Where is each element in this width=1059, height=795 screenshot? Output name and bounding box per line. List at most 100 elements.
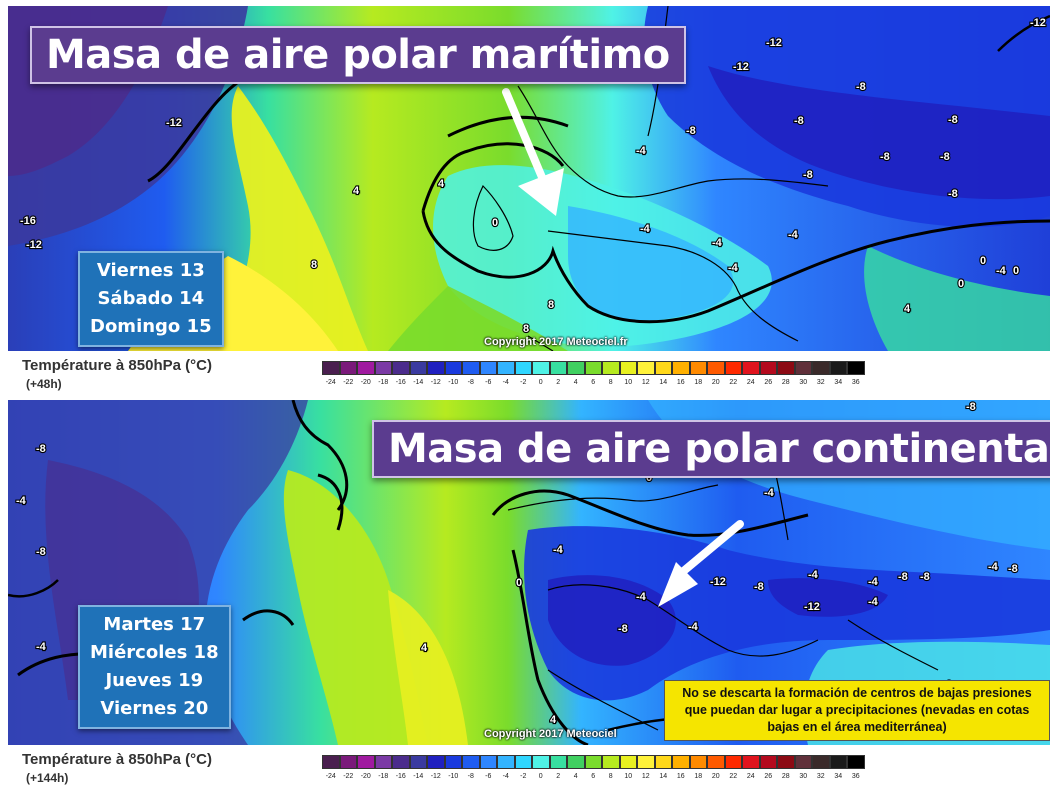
svg-text:-4: -4 <box>712 237 723 249</box>
svg-text:-4: -4 <box>996 265 1007 277</box>
color-swatch <box>794 755 812 769</box>
scale-label: 32 <box>816 773 825 780</box>
scale-label: 6 <box>591 379 596 386</box>
scale-label: -22 <box>343 379 354 386</box>
svg-text:-4: -4 <box>36 641 47 653</box>
svg-text:0: 0 <box>492 217 498 229</box>
color-scale <box>322 361 865 375</box>
color-swatch <box>322 361 340 375</box>
svg-text:-4: -4 <box>764 487 775 499</box>
date-line: Viernes 13 <box>96 260 205 281</box>
color-swatch <box>409 361 427 375</box>
color-swatch <box>637 755 655 769</box>
color-swatch <box>847 755 865 769</box>
color-swatch <box>584 755 602 769</box>
svg-text:4: 4 <box>904 303 911 315</box>
svg-text:-8: -8 <box>880 151 890 163</box>
scale-label: -12 <box>430 379 441 386</box>
color-scale-labels: -24 -22 -20 -18 -16 -14 -12 -10 -8 -6 -4 -2 0 2 4 6 8 10 1… <box>322 379 865 386</box>
color-swatch <box>707 361 725 375</box>
svg-text:-8: -8 <box>36 443 46 455</box>
scale-label: 22 <box>729 773 738 780</box>
color-swatch <box>374 361 392 375</box>
svg-text:-8: -8 <box>803 169 813 181</box>
scale-label: 10 <box>624 773 633 780</box>
color-swatch <box>654 361 672 375</box>
color-swatch <box>392 361 410 375</box>
color-swatch <box>619 361 637 375</box>
legend-forecast-hour: (+48h) <box>26 377 62 391</box>
color-swatch <box>374 755 392 769</box>
scale-label: -18 <box>378 773 389 780</box>
scale-label: -14 <box>413 773 424 780</box>
scale-label: -16 <box>395 773 406 780</box>
svg-text:-8: -8 <box>940 151 950 163</box>
svg-text:-16: -16 <box>20 215 36 227</box>
color-swatch <box>339 755 357 769</box>
color-swatch <box>532 361 550 375</box>
scale-label: 0 <box>538 379 543 386</box>
color-swatch <box>742 755 760 769</box>
color-scale-labels: -24 -22 -20 -18 -16 -14 -12 -10 -8 -6 -4 -2 0 2 4 6 8 10 1… <box>322 773 865 780</box>
scale-label: 20 <box>711 773 720 780</box>
color-swatch <box>724 361 742 375</box>
scale-label: 28 <box>781 379 790 386</box>
color-swatch <box>829 361 847 375</box>
date-line: Jueves 19 <box>105 670 204 691</box>
svg-text:-4: -4 <box>636 145 647 157</box>
svg-text:-8: -8 <box>948 188 958 200</box>
scale-label: -14 <box>413 379 424 386</box>
svg-text:4: 4 <box>438 178 445 190</box>
scale-label: 30 <box>799 773 808 780</box>
svg-text:0: 0 <box>1013 265 1019 277</box>
color-swatch <box>462 361 480 375</box>
scale-label: -22 <box>343 773 354 780</box>
color-swatch <box>514 755 532 769</box>
svg-text:4: 4 <box>550 714 557 726</box>
scale-label: 12 <box>641 773 650 780</box>
svg-text:-12: -12 <box>710 576 726 588</box>
scale-label: 6 <box>591 773 596 780</box>
scale-label: -6 <box>485 379 492 386</box>
legend-title: Température à 850hPa (°C) <box>22 357 212 374</box>
scale-label: 16 <box>676 773 685 780</box>
color-swatch <box>602 755 620 769</box>
color-swatch <box>479 361 497 375</box>
scale-label: 34 <box>834 379 843 386</box>
scale-label: 14 <box>659 379 668 386</box>
airflow-arrow <box>502 88 564 216</box>
svg-text:-8: -8 <box>754 581 764 593</box>
scale-label: 26 <box>764 773 773 780</box>
scale-label: -20 <box>360 773 371 780</box>
scale-label: -4 <box>502 773 509 780</box>
scale-label: -16 <box>395 379 406 386</box>
color-swatch <box>444 755 462 769</box>
legend-title: Température à 850hPa (°C) <box>22 751 212 768</box>
scale-label: -4 <box>502 379 509 386</box>
svg-text:-8: -8 <box>618 623 628 635</box>
svg-text:-12: -12 <box>804 601 820 613</box>
svg-text:-8: -8 <box>794 115 804 127</box>
scale-label: 2 <box>556 773 561 780</box>
svg-text:-8: -8 <box>686 125 696 137</box>
color-swatch <box>654 755 672 769</box>
color-swatch <box>689 755 707 769</box>
scale-label: 24 <box>746 379 755 386</box>
scale-label: 24 <box>746 773 755 780</box>
color-swatch <box>497 755 515 769</box>
scale-label: -8 <box>467 773 474 780</box>
scale-label: -18 <box>378 379 389 386</box>
bottom-legend: Température à 850hPa (°C) (+144h) -24 -22… <box>22 751 1042 793</box>
bottom-map-title: Masa de aire polar continental <box>372 420 1050 478</box>
color-scale <box>322 755 865 769</box>
svg-text:-8: -8 <box>948 114 958 126</box>
color-swatch <box>427 755 445 769</box>
scale-label: 8 <box>608 379 613 386</box>
svg-text:-4: -4 <box>788 229 799 241</box>
scale-label: 0 <box>538 773 543 780</box>
scale-label: -24 <box>325 773 336 780</box>
legend-forecast-hour: (+144h) <box>26 771 69 785</box>
scale-label: -12 <box>430 773 441 780</box>
scale-label: 18 <box>694 379 703 386</box>
svg-text:8: 8 <box>548 299 554 311</box>
